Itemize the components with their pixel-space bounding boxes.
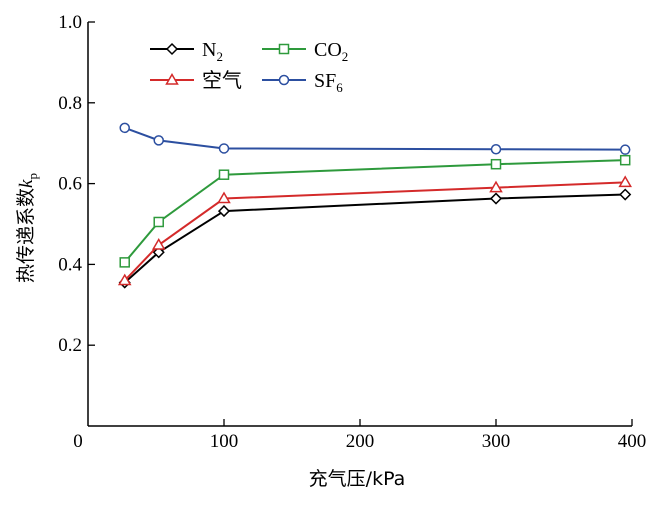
x-tick-label: 300 xyxy=(482,431,511,452)
marker-circle xyxy=(278,74,290,86)
y-axis-label-subscript: p xyxy=(25,173,40,180)
marker-diamond xyxy=(489,192,503,205)
data-point xyxy=(218,143,230,154)
data-point xyxy=(217,191,231,204)
marker-diamond xyxy=(217,205,231,218)
data-point xyxy=(119,257,130,268)
series-1 xyxy=(119,154,631,268)
x-tick-label: 100 xyxy=(210,431,239,452)
data-point xyxy=(119,122,130,134)
data-point xyxy=(619,144,631,155)
y-tick-label: 0.2 xyxy=(58,335,82,356)
marker-circle xyxy=(119,122,130,134)
data-point xyxy=(619,154,631,166)
data-point xyxy=(153,216,164,228)
marker-circle xyxy=(619,144,631,155)
legend-label: 空气 xyxy=(202,68,242,92)
marker-diamond xyxy=(619,188,632,201)
y-tick-label: 0.4 xyxy=(58,254,82,275)
marker-square xyxy=(153,216,164,228)
series-2 xyxy=(117,175,633,286)
data-point xyxy=(489,192,503,205)
marker-diamond xyxy=(152,246,165,259)
y-axis-label-main: 热传递系数 xyxy=(15,188,37,283)
x-tick-label: 200 xyxy=(346,431,375,452)
data-point xyxy=(490,144,502,155)
marker-triangle xyxy=(489,180,503,193)
data-point xyxy=(217,205,231,218)
marker-triangle xyxy=(217,191,231,204)
data-point xyxy=(153,135,164,146)
data-point xyxy=(151,238,166,250)
marker-square xyxy=(218,169,230,180)
y-axis-label-symbol: k xyxy=(16,179,37,188)
legend-item-3: SF6 xyxy=(262,70,343,95)
legend-item-0: N2 xyxy=(150,39,223,64)
axes: 0 100 200 300 400 0.2 0.4 0.6 0.8 1.0 xyxy=(58,12,646,452)
y-tick-label: 0.6 xyxy=(58,174,82,195)
series-line xyxy=(123,159,626,264)
marker-triangle xyxy=(165,73,179,85)
marker-square xyxy=(278,43,290,55)
marker-square xyxy=(119,257,130,268)
marker-square xyxy=(490,158,502,170)
series-layer xyxy=(117,122,633,289)
data-point xyxy=(218,169,230,180)
legend-label: N2 xyxy=(202,39,223,64)
marker-triangle xyxy=(618,175,633,188)
marker-triangle xyxy=(151,238,166,250)
legend-label: CO2 xyxy=(314,39,348,64)
marker-diamond xyxy=(165,42,179,56)
marker-square xyxy=(619,154,631,166)
x-axis-label: 充气压/kPa xyxy=(309,468,406,490)
y-tick-label: 0.8 xyxy=(58,93,82,114)
data-point xyxy=(619,188,632,201)
marker-circle xyxy=(490,144,502,155)
legend-item-2: 空气 xyxy=(150,68,242,92)
data-point xyxy=(117,273,132,286)
series-line xyxy=(124,126,626,151)
marker-circle xyxy=(218,143,230,154)
y-axis-label: 热传递系数kp xyxy=(15,173,40,283)
data-point xyxy=(152,246,165,259)
series-line xyxy=(124,193,626,284)
data-point xyxy=(618,175,633,188)
series-0 xyxy=(118,188,632,289)
legend: N2 CO2 空气 SF6 xyxy=(150,39,348,95)
x-tick-label: 0 xyxy=(73,431,83,452)
legend-label: SF6 xyxy=(314,70,343,95)
legend-item-1: CO2 xyxy=(262,39,348,64)
data-point xyxy=(489,180,503,193)
y-tick-label: 1.0 xyxy=(58,12,82,33)
x-tick-label: 400 xyxy=(618,431,647,452)
series-3 xyxy=(119,122,631,155)
data-point xyxy=(490,158,502,170)
marker-circle xyxy=(153,135,164,146)
marker-triangle xyxy=(117,273,132,286)
